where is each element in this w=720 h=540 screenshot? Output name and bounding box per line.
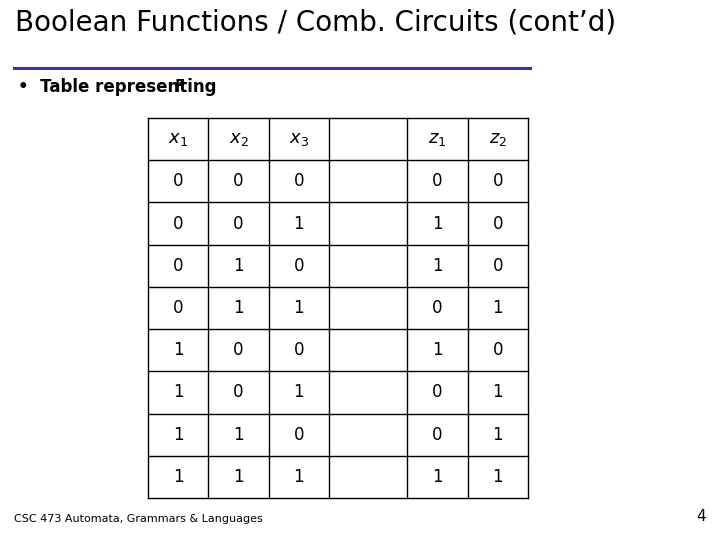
Text: 0: 0 xyxy=(432,383,443,401)
Text: 1: 1 xyxy=(432,214,443,233)
Text: 0: 0 xyxy=(432,426,443,444)
Text: 1: 1 xyxy=(492,468,503,486)
Text: 1: 1 xyxy=(173,341,184,359)
Text: 0: 0 xyxy=(294,257,304,275)
Text: 0: 0 xyxy=(233,172,244,190)
Text: 0: 0 xyxy=(173,214,184,233)
Text: 0: 0 xyxy=(432,172,443,190)
Text: $x_2$: $x_2$ xyxy=(228,130,248,148)
Text: 0: 0 xyxy=(233,214,244,233)
Text: 1: 1 xyxy=(233,257,244,275)
Text: 0: 0 xyxy=(294,341,304,359)
Text: Boolean Functions / Comb. Circuits (cont’d): Boolean Functions / Comb. Circuits (cont… xyxy=(15,8,616,36)
Text: 0: 0 xyxy=(173,299,184,317)
Text: •  Table representing: • Table representing xyxy=(18,78,222,96)
Text: 1: 1 xyxy=(294,383,304,401)
Text: 1: 1 xyxy=(432,341,443,359)
Text: 1: 1 xyxy=(492,299,503,317)
Text: 0: 0 xyxy=(432,299,443,317)
Text: 1: 1 xyxy=(233,299,244,317)
Text: 1: 1 xyxy=(173,468,184,486)
Text: 0: 0 xyxy=(492,214,503,233)
Text: 0: 0 xyxy=(233,383,244,401)
Text: 0: 0 xyxy=(294,426,304,444)
Text: 1: 1 xyxy=(173,383,184,401)
Text: $x_3$: $x_3$ xyxy=(289,130,309,148)
Text: 1: 1 xyxy=(432,257,443,275)
Text: 0: 0 xyxy=(492,257,503,275)
Text: 0: 0 xyxy=(173,257,184,275)
Text: 0: 0 xyxy=(492,341,503,359)
Text: 1: 1 xyxy=(233,468,244,486)
Text: 1: 1 xyxy=(432,468,443,486)
Text: 1: 1 xyxy=(294,468,304,486)
Text: 1: 1 xyxy=(173,426,184,444)
Text: $x_1$: $x_1$ xyxy=(168,130,188,148)
Text: 1: 1 xyxy=(492,383,503,401)
Text: $z_2$: $z_2$ xyxy=(489,130,507,148)
Text: F: F xyxy=(175,78,185,96)
Text: 0: 0 xyxy=(492,172,503,190)
Text: 1: 1 xyxy=(492,426,503,444)
Text: 1: 1 xyxy=(294,214,304,233)
Text: $z_1$: $z_1$ xyxy=(428,130,446,148)
Text: 1: 1 xyxy=(233,426,244,444)
Text: 1: 1 xyxy=(294,299,304,317)
Text: 4: 4 xyxy=(696,509,706,524)
Text: 0: 0 xyxy=(233,341,244,359)
Text: 0: 0 xyxy=(294,172,304,190)
Text: CSC 473 Automata, Grammars & Languages: CSC 473 Automata, Grammars & Languages xyxy=(14,514,263,524)
Text: 0: 0 xyxy=(173,172,184,190)
